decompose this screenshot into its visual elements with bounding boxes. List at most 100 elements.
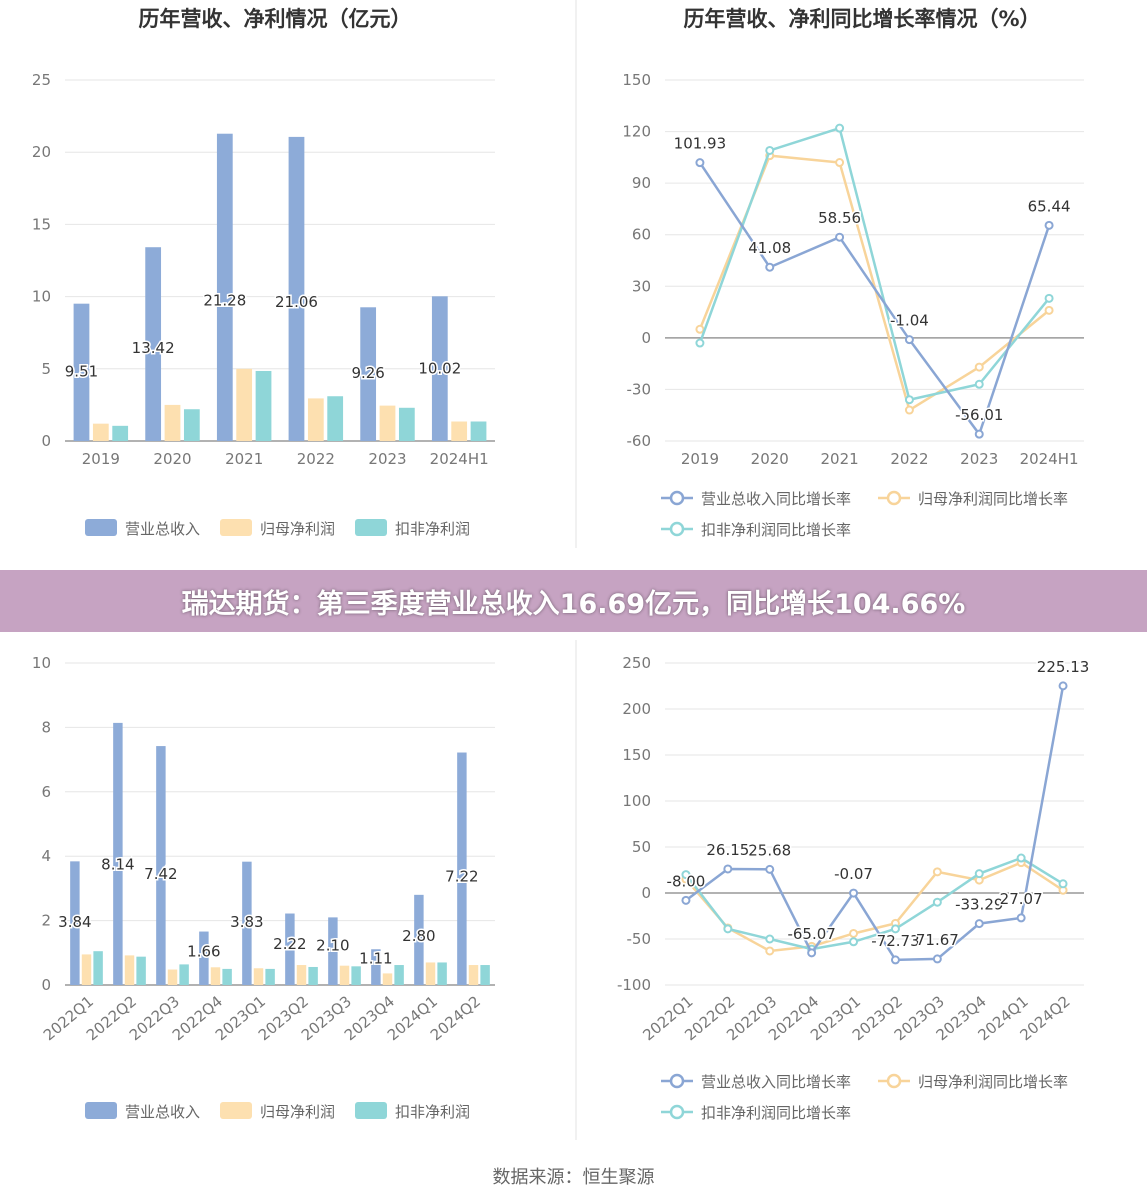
data-label: 13.42: [132, 339, 175, 357]
data-label: 41.08: [748, 239, 791, 257]
x-tick-label: 2019: [82, 450, 120, 468]
legend-marker: [669, 521, 685, 537]
legend-label: 扣非净利润同比增长率: [701, 1104, 851, 1122]
legend-label: 归母净利润同比增长率: [918, 1073, 1068, 1091]
y-tick-label: 30: [632, 277, 651, 295]
bar-deducted_profit: [112, 425, 129, 441]
legend-swatch: [220, 1102, 252, 1119]
data-label: 10.02: [418, 359, 461, 377]
data-label: 71.67: [916, 931, 959, 949]
series-line-dp_growth_line: [684, 856, 1064, 951]
legend-label: 归母净利润同比增长率: [918, 490, 1068, 508]
y-tick-label: -60: [627, 432, 652, 450]
y-tick-label: 150: [622, 71, 651, 89]
series-point: [681, 870, 691, 880]
bar-deducted_profit: [265, 968, 275, 985]
bar-net_profit: [81, 954, 92, 985]
bar-net_profit: [451, 421, 468, 441]
series-point: [932, 897, 942, 907]
series-line-rev_growth_line: [698, 161, 1051, 437]
bar-revenue: [242, 861, 252, 985]
series-point: [835, 232, 845, 242]
series-point: [1058, 681, 1068, 691]
data-label: 7.22: [445, 868, 478, 886]
y-tick-label: 60: [632, 226, 651, 244]
bar-revenue: [457, 752, 467, 985]
legend-swatch: [355, 519, 387, 536]
legend-marker: [669, 1073, 685, 1089]
legend-swatch: [220, 519, 252, 536]
series-point: [695, 324, 705, 334]
data-label: 2.22: [273, 935, 306, 953]
y-tick-label: 120: [622, 123, 651, 141]
bar-deducted_profit: [351, 966, 361, 985]
bar-revenue: [216, 133, 233, 441]
data-source: 数据来源：恒生聚源: [492, 1167, 655, 1188]
x-tick-label: 2023: [960, 450, 998, 468]
data-label: -1.04: [890, 312, 929, 330]
series-line-rev_growth_line: [685, 685, 1065, 962]
y-tick-label: 0: [641, 884, 651, 902]
legend-label: 扣非净利润同比增长率: [701, 521, 851, 539]
y-tick-label: 5: [41, 360, 51, 378]
data-label: 21.28: [203, 292, 246, 310]
x-tick-label: 2021: [820, 450, 858, 468]
line-chart-quarterly-growth: -100-500501001502002502022Q12022Q22022Q3…: [617, 654, 1091, 1122]
y-tick-label: 8: [41, 718, 51, 736]
legend-label: 扣非净利润: [395, 520, 470, 538]
series-point: [974, 379, 984, 389]
y-tick-label: 0: [41, 432, 51, 450]
series-point: [765, 934, 775, 944]
bar-revenue: [113, 722, 123, 985]
series-point: [1044, 293, 1054, 303]
y-tick-label: 10: [32, 288, 51, 306]
series-point: [904, 395, 914, 405]
bar-deducted_profit: [437, 962, 447, 985]
series-point: [765, 145, 775, 155]
legend-label: 营业总收入: [125, 520, 200, 538]
data-label: -33.29: [955, 896, 1003, 914]
y-tick-label: 0: [41, 976, 51, 994]
legend-swatch: [85, 1102, 117, 1119]
bar-revenue: [328, 917, 338, 985]
data-label: 7.42: [144, 865, 177, 883]
y-tick-label: 2: [41, 912, 51, 930]
series-point: [974, 362, 984, 372]
series-point: [723, 924, 733, 934]
x-tick-label: 2022: [297, 450, 335, 468]
series-point: [695, 338, 705, 348]
y-tick-label: 4: [41, 847, 51, 865]
bar-deducted_profit: [255, 370, 272, 441]
data-label: 9.26: [351, 364, 384, 382]
legend-swatch: [355, 1102, 387, 1119]
bar-revenue: [199, 931, 209, 985]
series-point: [1016, 913, 1026, 923]
y-tick-label: 10: [32, 654, 51, 672]
y-tick-label: 25: [32, 71, 51, 89]
legend-label: 营业总收入: [125, 1103, 200, 1121]
chart-title: 历年营收、净利同比增长率情况（%）: [683, 7, 1040, 31]
series-point: [765, 864, 775, 874]
legend-label: 营业总收入同比增长率: [701, 1073, 851, 1091]
series-point: [1044, 305, 1054, 315]
series-point: [807, 948, 817, 958]
bar-revenue: [431, 296, 448, 441]
bar-deducted_profit: [179, 964, 189, 985]
data-label: 101.93: [674, 135, 727, 153]
bar-deducted_profit: [480, 965, 490, 985]
series-line-np_growth_line: [698, 154, 1050, 412]
bar-revenue: [288, 136, 305, 441]
bar-net_profit: [307, 398, 324, 441]
legend-label: 营业总收入同比增长率: [701, 490, 851, 508]
data-label: 225.13: [1037, 658, 1090, 676]
bar-net_profit: [124, 955, 135, 985]
data-label: 8.14: [101, 855, 134, 873]
line-chart-annual-growth: 历年营收、净利同比增长率情况（%） -60 -30 0 30 60 90 120 150 2019…: [622, 7, 1084, 539]
legend-label: 归母净利润: [260, 1103, 335, 1121]
series-point: [849, 937, 859, 947]
bar-deducted_profit: [394, 965, 404, 985]
bar-net_profit: [339, 965, 350, 985]
y-tick-label: -50: [627, 930, 652, 948]
series-point: [723, 864, 733, 874]
y-tick-label: 0: [641, 329, 651, 347]
